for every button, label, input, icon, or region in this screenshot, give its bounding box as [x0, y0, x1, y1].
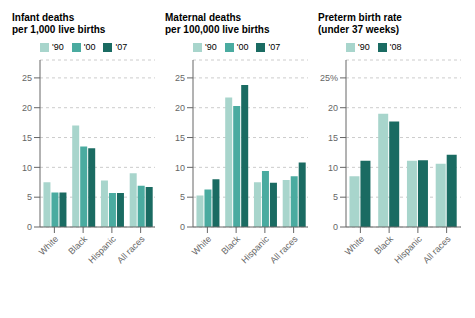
html-text:'00: '00 [83, 42, 96, 52]
svg-text:All races: All races [421, 234, 453, 266]
svg-text:Hispanic: Hispanic [392, 234, 424, 266]
html-text:'90: '90 [52, 42, 64, 52]
html-text:'90: '90 [358, 42, 370, 52]
svg-text:Black: Black [219, 234, 242, 257]
svg-text:Black: Black [372, 234, 395, 257]
svg-text:10: 10 [328, 163, 338, 173]
svg-text:White: White [343, 234, 366, 257]
svg-text:25: 25 [22, 73, 32, 83]
svg-text:10: 10 [175, 163, 185, 173]
svg-text:0: 0 [27, 222, 32, 232]
svg-text:15: 15 [328, 133, 338, 143]
html-text:'07: '07 [115, 42, 128, 52]
svg-text:5: 5 [180, 192, 185, 202]
svg-text:25: 25 [175, 73, 185, 83]
svg-text:Black: Black [66, 234, 89, 257]
html-text:Maternal deaths per 100,000 li: Maternal deaths per 100,000 live births [165, 12, 270, 35]
html-text:Infant deaths per 1,000 live b: Infant deaths per 1,000 live births [12, 12, 106, 35]
svg-text:5: 5 [27, 192, 32, 202]
html-text:'08: '08 [389, 42, 402, 52]
svg-text:15: 15 [175, 133, 185, 143]
svg-text:25%: 25% [320, 73, 338, 83]
svg-text:White: White [190, 234, 213, 257]
svg-text:All races: All races [115, 234, 147, 266]
html-text:'00: '00 [236, 42, 249, 52]
svg-text:Hispanic: Hispanic [86, 234, 118, 266]
html-text:'90: '90 [205, 42, 217, 52]
svg-text:Hispanic: Hispanic [239, 234, 271, 266]
svg-text:10: 10 [22, 163, 32, 173]
svg-text:20: 20 [22, 103, 32, 113]
svg-text:0: 0 [180, 222, 185, 232]
html-text:Preterm birth rate (under 37 w: Preterm birth rate (under 37 weeks) [318, 12, 402, 35]
svg-text:All races: All races [268, 234, 300, 266]
svg-text:20: 20 [175, 103, 185, 113]
svg-text:0: 0 [333, 222, 338, 232]
svg-text:5: 5 [333, 192, 338, 202]
svg-text:15: 15 [22, 133, 32, 143]
svg-text:20: 20 [328, 103, 338, 113]
svg-text:White: White [37, 234, 60, 257]
html-text:'07: '07 [268, 42, 281, 52]
